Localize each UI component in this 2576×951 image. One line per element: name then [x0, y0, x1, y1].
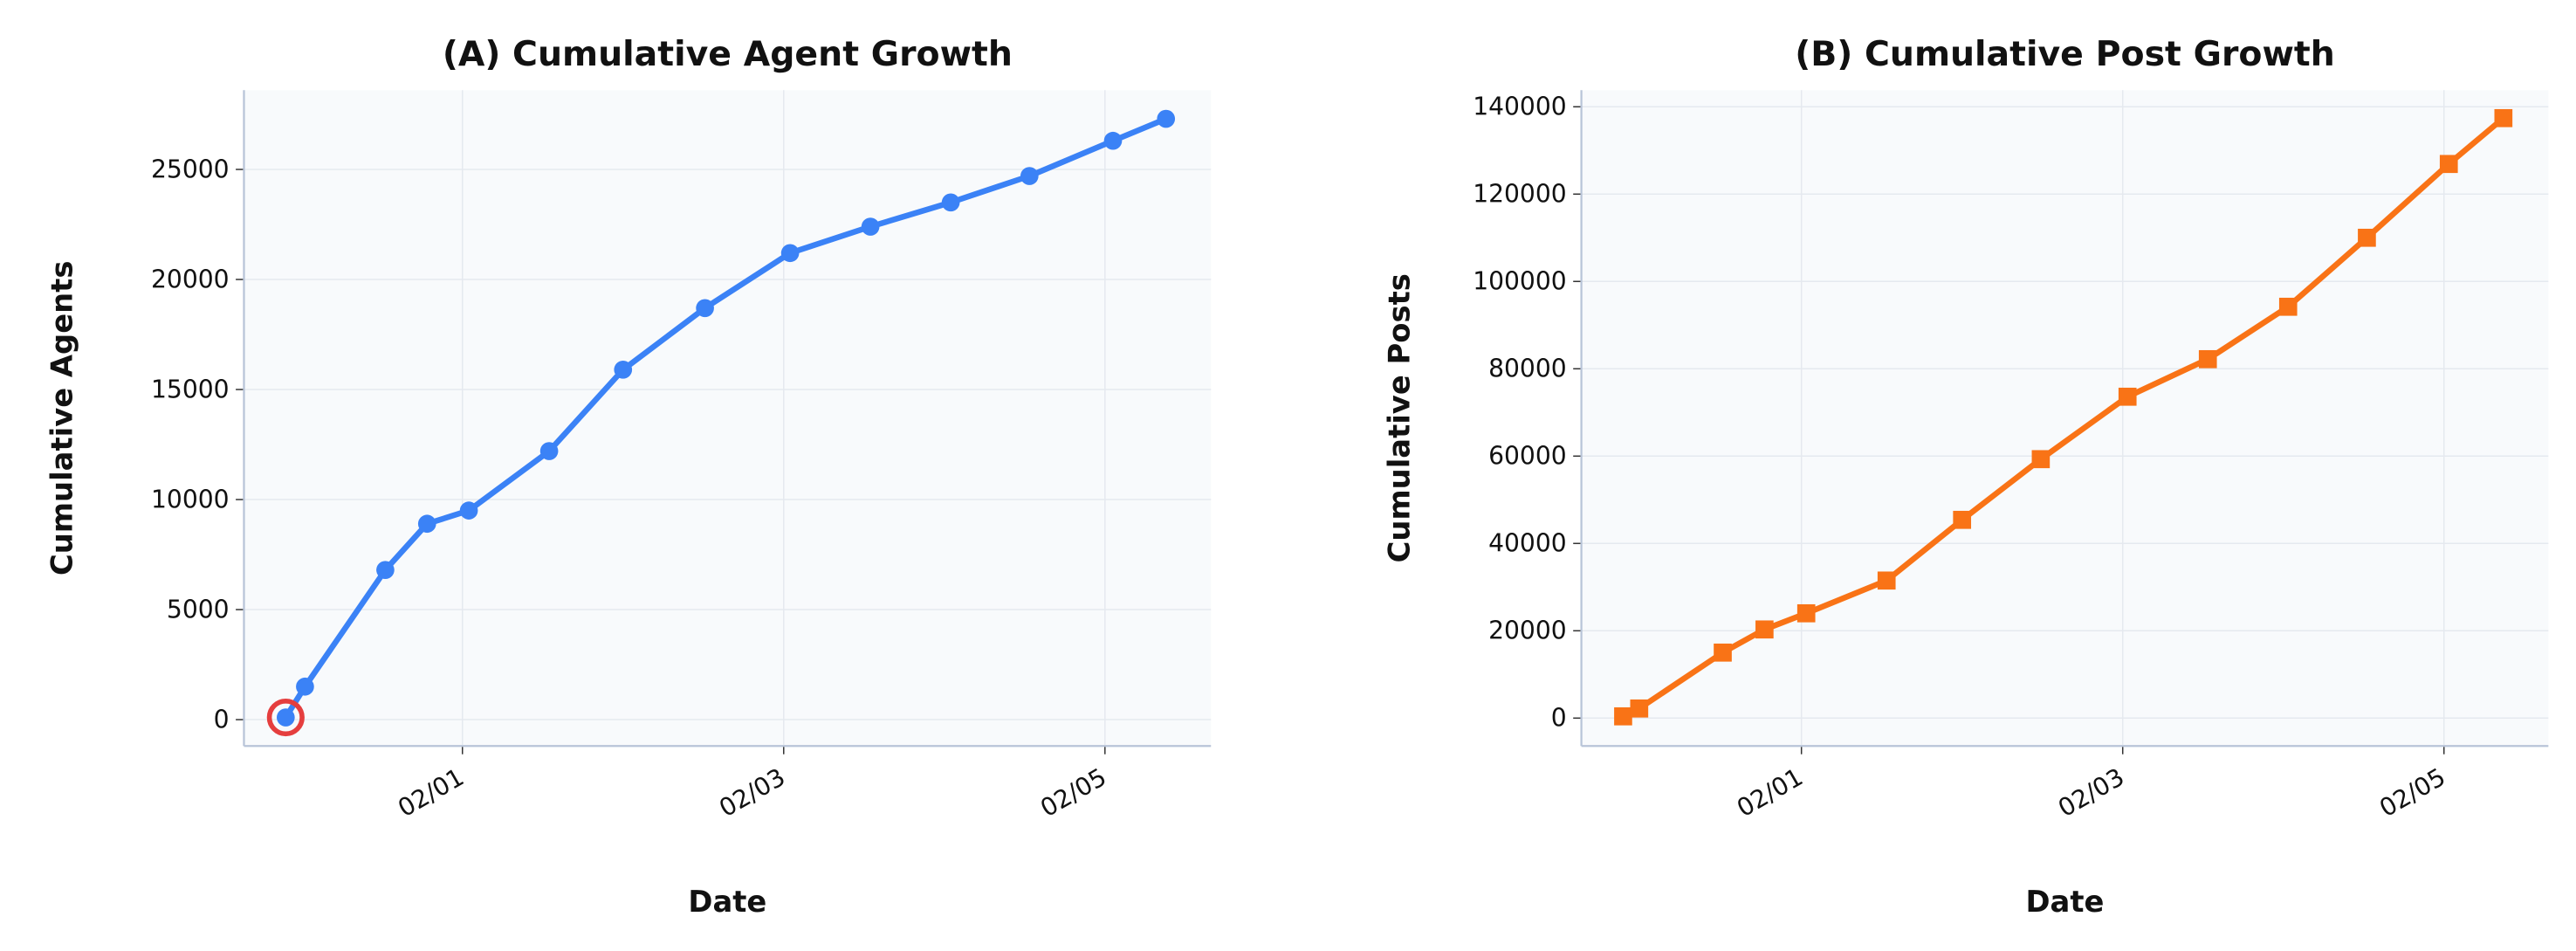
data-point — [1877, 571, 1896, 590]
y-tick-label: 140000 — [1473, 93, 1566, 121]
x-tick-label: 02/05 — [1035, 762, 1111, 823]
y-tick-label: 0 — [214, 705, 230, 734]
data-point — [2198, 349, 2217, 369]
data-point — [417, 514, 436, 534]
chart-panel: 0 5000 10000 15000 20000 25000 02/01 02/03 02/05… — [45, 34, 1212, 919]
y-axis-label: Cumulative Agents — [45, 261, 79, 575]
data-point — [1020, 167, 1039, 185]
y-tick-label: 20000 — [151, 265, 230, 293]
y-tick-label: 25000 — [151, 155, 230, 183]
plot-area — [244, 90, 1212, 747]
data-point — [780, 244, 800, 263]
x-axis-label: Date — [2026, 885, 2105, 919]
x-tick-label: 02/05 — [2374, 762, 2450, 823]
data-point — [2358, 228, 2376, 247]
data-point — [376, 561, 395, 580]
data-point — [614, 361, 633, 379]
data-point — [1953, 510, 1972, 529]
chart-panel: 0 20000 40000 60000 80000 100000 120000 140000 0… — [1382, 34, 2549, 919]
data-point — [2494, 108, 2513, 127]
data-point — [1630, 699, 1649, 718]
y-tick-label: 40000 — [1488, 529, 1567, 558]
series-line — [283, 115, 1167, 720]
data-point — [1796, 603, 1816, 623]
y-tick-label: 80000 — [1488, 355, 1567, 383]
y-tick-label: 100000 — [1473, 267, 1566, 296]
x-axis-label: Date — [688, 885, 766, 919]
y-tick-label: 120000 — [1473, 180, 1566, 209]
data-point — [1614, 706, 1632, 726]
data-point — [1714, 643, 1732, 662]
data-point — [296, 677, 314, 696]
plot-area — [1581, 90, 2549, 747]
data-point — [2278, 297, 2298, 316]
x-tick-label: 02/01 — [393, 762, 469, 823]
highlight-ring — [266, 698, 305, 737]
y-tick-label: 5000 — [167, 595, 230, 624]
data-point — [1103, 131, 1123, 150]
y-tick-label: 60000 — [1488, 442, 1567, 471]
data-point — [1755, 620, 1774, 639]
x-tick-label: 02/03 — [2053, 762, 2129, 823]
y-tick-label: 0 — [1551, 704, 1567, 733]
data-point — [2118, 387, 2137, 406]
data-point — [539, 442, 559, 460]
x-tick-label: 02/03 — [714, 762, 790, 823]
data-point — [459, 501, 478, 520]
data-point — [2439, 155, 2458, 174]
data-point — [1157, 109, 1176, 128]
chart-title: (B) Cumulative Post Growth — [1795, 34, 2335, 74]
data-point — [2031, 450, 2050, 469]
y-axis-label: Cumulative Posts — [1382, 273, 1416, 562]
chart-title: (A) Cumulative Agent Growth — [443, 34, 1013, 74]
data-point — [696, 299, 714, 318]
data-point — [861, 217, 880, 236]
y-tick-label: 10000 — [151, 485, 230, 513]
data-point — [941, 193, 960, 212]
data-point — [276, 708, 295, 727]
y-tick-label: 15000 — [151, 375, 230, 403]
x-tick-label: 02/01 — [1732, 762, 1808, 823]
y-tick-label: 20000 — [1488, 617, 1567, 645]
